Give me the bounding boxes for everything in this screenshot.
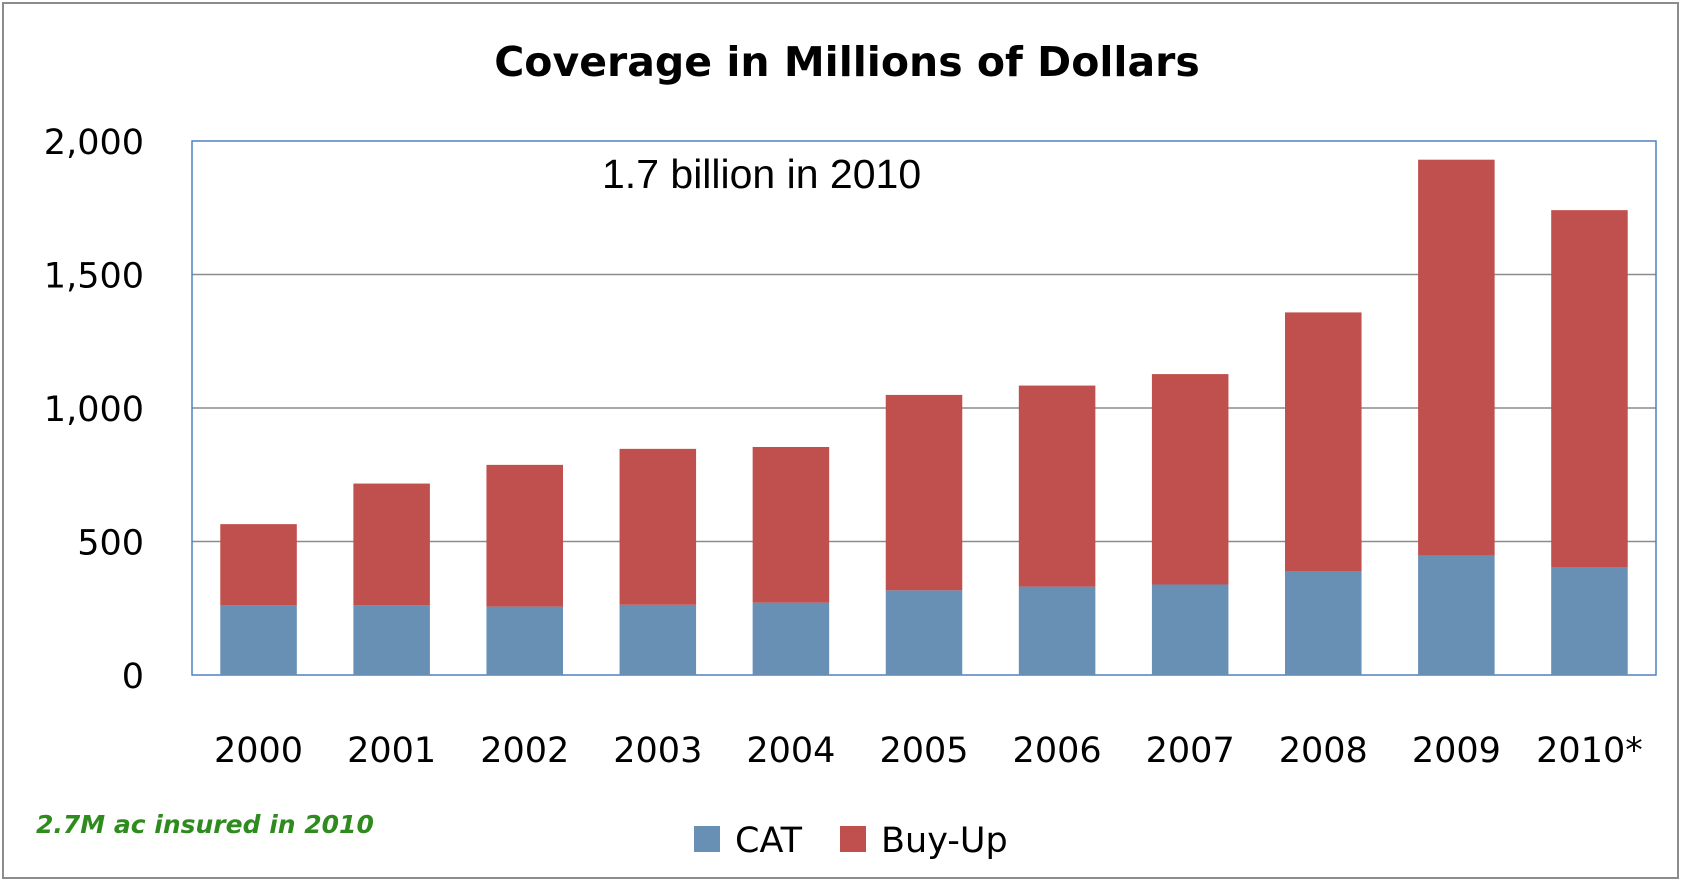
- bar-cat-2008: [1285, 571, 1362, 675]
- bar-cat-2004: [752, 602, 830, 675]
- legend: CAT Buy-Up: [694, 821, 1008, 861]
- x-tick-label: 2010*: [1536, 731, 1643, 771]
- x-tick-label: 2003: [613, 731, 702, 771]
- bar-buy-up-2006: [1018, 385, 1096, 587]
- bar-buy-up-2010: [1551, 210, 1628, 568]
- chart-title: Coverage in Millions of Dollars: [494, 38, 1200, 86]
- legend-label-buy-up: Buy-Up: [881, 821, 1008, 861]
- bar-cat-2001: [353, 605, 430, 675]
- bar-cat-2000: [220, 605, 297, 675]
- y-tick-label: 1,500: [44, 257, 144, 297]
- bar-buy-up-2009: [1418, 159, 1495, 556]
- y-tick-label: 2,000: [44, 123, 144, 163]
- x-tick-label: 2000: [214, 731, 303, 771]
- bar-cat-2010: [1551, 567, 1628, 675]
- x-tick-label: 2006: [1013, 731, 1102, 771]
- x-tick-label: 2002: [480, 731, 569, 771]
- coverage-chart: Coverage in Millions of Dollars 0 500 1,00…: [36, 38, 1657, 861]
- legend-swatch-buy-up: [840, 826, 866, 852]
- bar-buy-up-2002: [486, 464, 563, 607]
- bar-buy-up-2008: [1285, 312, 1362, 572]
- bar-cat-2003: [619, 604, 697, 675]
- bar-buy-up-2005: [885, 394, 963, 591]
- acres-insured-note: 2.7M ac insured in 2010: [36, 810, 374, 839]
- x-tick-label: 2005: [879, 731, 968, 771]
- legend-swatch-cat: [694, 826, 720, 852]
- y-tick-label: 0: [122, 657, 144, 697]
- bar-buy-up-2003: [619, 448, 697, 605]
- y-axis-ticks: 0 500 1,000 1,500 2,000: [44, 123, 144, 697]
- bar-cat-2007: [1151, 584, 1229, 675]
- bars: [220, 159, 1628, 675]
- bar-cat-2006: [1018, 586, 1096, 675]
- bar-buy-up-2004: [752, 446, 830, 603]
- x-tick-label: 2007: [1146, 731, 1235, 771]
- bar-cat-2005: [885, 590, 963, 675]
- bar-cat-2002: [486, 606, 563, 675]
- legend-label-cat: CAT: [735, 821, 803, 861]
- x-tick-label: 2009: [1412, 731, 1501, 771]
- x-tick-label: 2001: [347, 731, 436, 771]
- x-tick-label: 2004: [746, 731, 835, 771]
- bar-buy-up-2001: [353, 483, 430, 606]
- x-axis-ticks: 2000 2001 2002 2003 2004 2005 2006 2007 2008 2009…: [214, 731, 1643, 771]
- chart-annotation: 1.7 billion in 2010: [602, 151, 921, 197]
- bar-cat-2009: [1418, 555, 1495, 675]
- y-tick-label: 1,000: [44, 390, 144, 430]
- bar-buy-up-2000: [220, 524, 297, 606]
- bar-buy-up-2007: [1151, 374, 1229, 585]
- x-tick-label: 2008: [1279, 731, 1368, 771]
- y-tick-label: 500: [77, 524, 144, 564]
